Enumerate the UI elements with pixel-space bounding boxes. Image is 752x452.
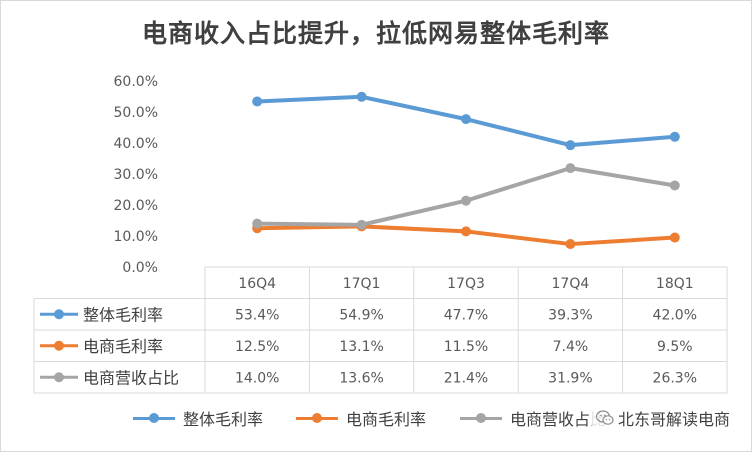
table-value-cell: 39.3%: [548, 307, 592, 323]
category-label: 17Q4: [552, 276, 590, 292]
table-value-cell: 47.7%: [444, 307, 488, 323]
legend-marker-icon: [133, 411, 175, 425]
data-point: [669, 232, 680, 243]
table-value-cell: 11.5%: [444, 339, 488, 355]
data-point: [461, 195, 471, 206]
table-value-cell: 31.9%: [548, 370, 592, 386]
data-point: [565, 163, 576, 174]
table-value-cell: 9.5%: [657, 339, 693, 355]
table-value-cell: 13.6%: [339, 370, 383, 386]
table-value-cell: 53.4%: [235, 307, 279, 323]
table-series-name: 整体毛利率: [83, 305, 163, 324]
table-value-cell: 14.0%: [235, 370, 279, 386]
legend-label: 整体毛利率: [183, 410, 264, 429]
legend-item-ecommerce-revenue-share: 电商营收占比: [460, 405, 606, 431]
y-tick-label: 10.0%: [114, 229, 158, 245]
table-value-cell: 54.9%: [339, 307, 383, 323]
data-point: [461, 114, 471, 125]
legend-marker-icon: [296, 411, 338, 425]
category-label: 17Q1: [343, 276, 381, 292]
legend-item-overall-margin: 整体毛利率: [133, 405, 263, 431]
category-label: 17Q3: [447, 276, 485, 292]
y-tick-label: 50.0%: [114, 105, 158, 121]
legend-marker-icon: [460, 411, 502, 425]
table-value-cell: 21.4%: [444, 370, 488, 386]
table-value-cell: 7.4%: [553, 339, 589, 355]
data-point: [669, 131, 680, 142]
data-point: [461, 226, 471, 237]
table-series-name: 电商营收占比: [83, 368, 179, 387]
category-label: 16Q4: [238, 276, 276, 292]
table-series-key-marker: [54, 340, 64, 351]
data-point: [356, 91, 367, 102]
table-series-key-marker: [54, 309, 64, 320]
data-point: [252, 96, 263, 107]
data-point: [252, 218, 263, 229]
legend-item-ecommerce-margin: 电商毛利率: [296, 405, 426, 431]
table-value-cell: 12.5%: [235, 339, 279, 355]
data-point: [356, 219, 367, 230]
y-tick-label: 60.0%: [114, 74, 158, 90]
watermark: 北东哥解读电商: [591, 405, 730, 431]
table-series-name: 电商毛利率: [83, 337, 163, 356]
y-tick-label: 20.0%: [114, 198, 158, 214]
table-value-cell: 13.1%: [339, 339, 383, 355]
y-tick-label: 40.0%: [114, 136, 158, 152]
table-value-cell: 42.0%: [653, 307, 697, 323]
table-series-key-marker: [54, 372, 64, 383]
chart-title: 电商收入占比提升，拉低网易整体毛利率: [141, 19, 610, 48]
legend: 整体毛利率 电商毛利率 电商营收占比: [0, 405, 752, 431]
data-point: [565, 239, 576, 250]
category-label: 18Q1: [656, 276, 694, 292]
table-value-cell: 26.3%: [653, 370, 697, 386]
legend-label: 电商营收占比: [510, 410, 607, 429]
legend-label: 电商毛利率: [346, 410, 427, 429]
wechat-icon: [595, 410, 614, 425]
y-tick-label: 0.0%: [122, 260, 158, 276]
data-point: [669, 180, 680, 191]
watermark-text: 北东哥解读电商: [617, 410, 730, 429]
data-point: [565, 140, 576, 151]
y-tick-label: 30.0%: [114, 167, 158, 183]
